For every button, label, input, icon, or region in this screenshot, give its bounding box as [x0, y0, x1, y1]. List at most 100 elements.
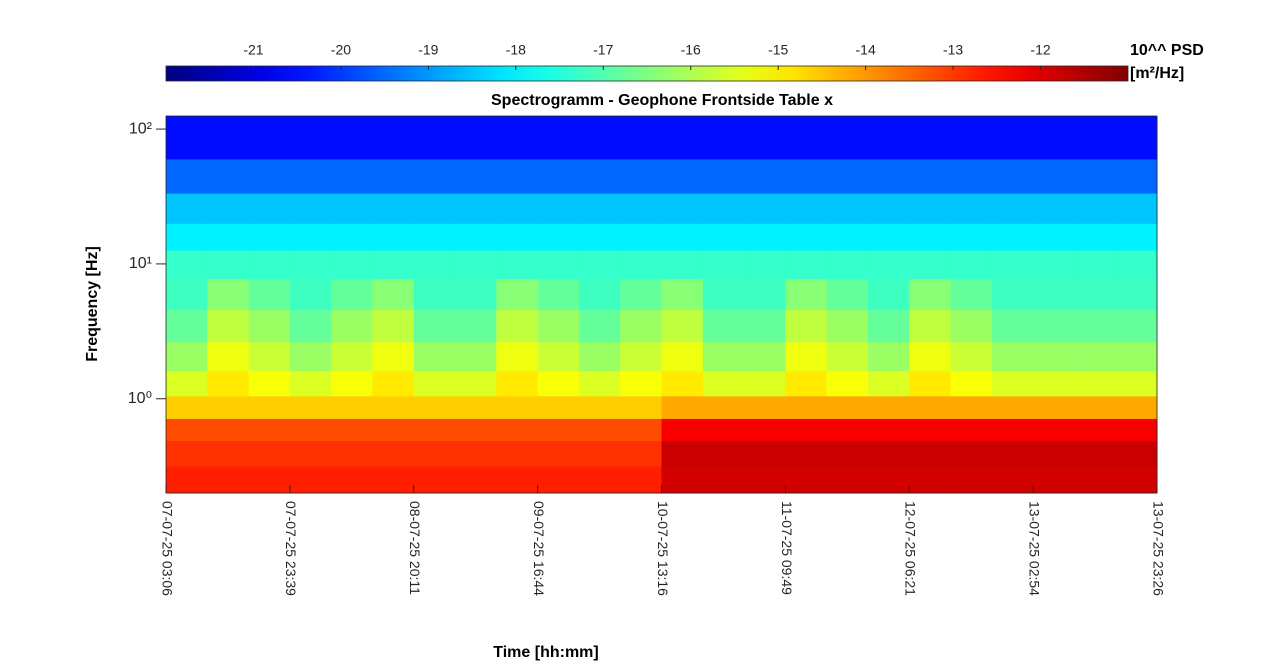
- cell: [950, 418, 993, 442]
- cell: [702, 278, 745, 311]
- cell: [166, 158, 208, 194]
- cell: [166, 116, 208, 160]
- cell: [950, 116, 993, 160]
- cell: [289, 395, 332, 419]
- cell: [991, 370, 1034, 397]
- cell: [207, 440, 250, 467]
- cell: [661, 341, 704, 372]
- y-tick-label: 10²: [129, 120, 153, 137]
- cell: [578, 440, 621, 467]
- cell: [413, 309, 456, 343]
- cell: [661, 395, 704, 419]
- cell: [578, 341, 621, 372]
- cell: [826, 278, 869, 311]
- cell: [950, 440, 993, 467]
- cell: [1033, 370, 1075, 397]
- cell: [1033, 250, 1075, 280]
- cell: [909, 193, 952, 224]
- cell: [455, 341, 497, 372]
- cell: [1115, 278, 1158, 311]
- cell: [537, 250, 580, 280]
- cell: [455, 193, 497, 224]
- cell: [455, 395, 497, 419]
- cell: [207, 418, 250, 442]
- cell: [1115, 116, 1158, 160]
- cell: [496, 158, 539, 194]
- cell: [578, 223, 621, 251]
- cell: [455, 309, 497, 343]
- cell: [537, 223, 580, 251]
- cell: [331, 466, 373, 494]
- cell: [331, 158, 373, 194]
- cell: [289, 341, 332, 372]
- cell: [413, 466, 456, 494]
- cell: [620, 370, 662, 397]
- cell: [207, 278, 250, 311]
- cell: [331, 341, 373, 372]
- cell: [455, 466, 497, 494]
- cell: [207, 395, 250, 419]
- cell: [496, 223, 539, 251]
- cell: [331, 395, 373, 419]
- cell: [496, 193, 539, 224]
- cell: [991, 309, 1034, 343]
- cell: [661, 418, 704, 442]
- cell: [289, 418, 332, 442]
- colorbar-tick-label: -16: [681, 42, 701, 58]
- cell: [702, 158, 745, 194]
- cell: [909, 466, 952, 494]
- cell: [1074, 466, 1117, 494]
- cell: [537, 370, 580, 397]
- cell: [1115, 158, 1158, 194]
- cell: [455, 440, 497, 467]
- cell: [207, 250, 250, 280]
- cell: [289, 223, 332, 251]
- cell: [166, 370, 208, 397]
- cell: [867, 278, 910, 311]
- y-axis-label: Frequency [Hz]: [84, 246, 101, 362]
- cell: [867, 250, 910, 280]
- cell: [991, 158, 1034, 194]
- cell: [166, 466, 208, 494]
- cell: [620, 158, 662, 194]
- cell: [744, 395, 786, 419]
- cell: [578, 466, 621, 494]
- cell: [1074, 418, 1117, 442]
- cell: [661, 158, 704, 194]
- cell: [413, 250, 456, 280]
- cell: [1074, 395, 1117, 419]
- cell: [413, 370, 456, 397]
- x-tick-label: 08-07-25 20:11: [407, 501, 423, 595]
- cell: [991, 466, 1034, 494]
- cell: [620, 466, 662, 494]
- cell: [991, 116, 1034, 160]
- cell: [537, 309, 580, 343]
- cell: [578, 309, 621, 343]
- cell: [372, 370, 415, 397]
- cell: [413, 341, 456, 372]
- cell: [331, 193, 373, 224]
- cell: [578, 370, 621, 397]
- cell: [1033, 309, 1075, 343]
- cell: [248, 309, 291, 343]
- cell: [578, 116, 621, 160]
- cell: [1115, 250, 1158, 280]
- colorbar-tick-label: -14: [856, 42, 876, 58]
- cell: [331, 370, 373, 397]
- cell: [248, 341, 291, 372]
- cell: [950, 395, 993, 419]
- cell: [1115, 395, 1158, 419]
- cell: [1115, 223, 1158, 251]
- cell: [455, 116, 497, 160]
- cell: [331, 309, 373, 343]
- cell: [496, 418, 539, 442]
- cell: [950, 250, 993, 280]
- cell: [1115, 440, 1158, 467]
- cell: [166, 193, 208, 224]
- cell: [909, 309, 952, 343]
- cell: [661, 223, 704, 251]
- cell: [744, 158, 786, 194]
- cell: [248, 395, 291, 419]
- cell: [372, 466, 415, 494]
